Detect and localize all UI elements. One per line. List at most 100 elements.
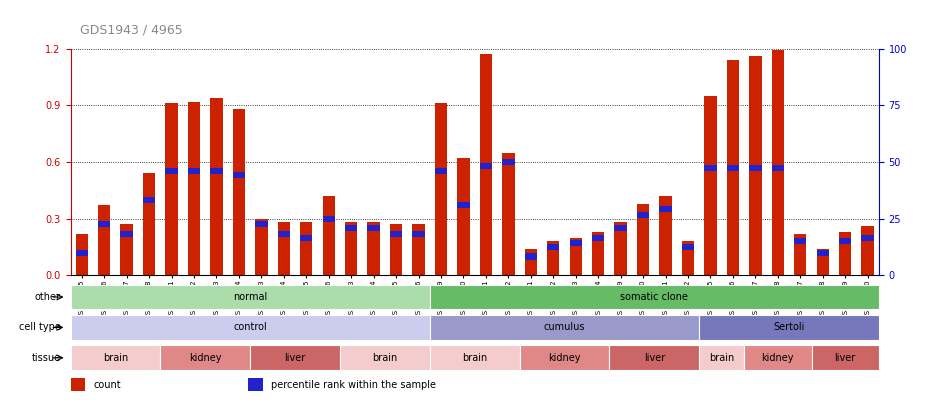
Bar (592, 234, 604, 241)
Text: count: count (93, 379, 120, 390)
Bar (368, 222, 380, 275)
Text: percentile rank within the sample: percentile rank within the sample (271, 379, 436, 390)
FancyBboxPatch shape (609, 345, 699, 370)
Bar (502, 153, 514, 275)
Text: control: control (233, 322, 267, 333)
Bar (839, 239, 852, 244)
Bar (861, 226, 874, 275)
Bar (749, 165, 761, 171)
Text: brain: brain (462, 353, 487, 363)
Bar (277, 222, 290, 275)
Bar (727, 165, 739, 171)
Text: Sertoli: Sertoli (774, 322, 805, 333)
Bar (637, 212, 650, 218)
Text: liver: liver (644, 353, 665, 363)
Bar (457, 202, 470, 209)
Bar (547, 244, 559, 250)
Bar (413, 224, 425, 275)
Bar (143, 173, 155, 275)
Bar (479, 54, 493, 275)
Bar (233, 109, 245, 275)
Bar (570, 238, 582, 275)
Text: brain: brain (709, 353, 734, 363)
Bar (143, 197, 155, 203)
Bar (794, 234, 807, 275)
FancyBboxPatch shape (70, 315, 430, 340)
FancyBboxPatch shape (340, 345, 430, 370)
Bar (368, 225, 380, 231)
Text: other: other (35, 292, 61, 302)
Bar (435, 103, 447, 275)
FancyBboxPatch shape (430, 285, 879, 309)
Bar (248, 378, 263, 391)
FancyBboxPatch shape (70, 345, 161, 370)
Bar (772, 165, 784, 171)
Text: brain: brain (102, 353, 128, 363)
Bar (615, 222, 627, 275)
Bar (255, 222, 268, 227)
Bar (390, 231, 402, 237)
Bar (98, 205, 110, 275)
Bar (659, 196, 672, 275)
Text: kidney: kidney (761, 353, 794, 363)
Bar (390, 224, 402, 275)
Bar (727, 60, 739, 275)
Text: somatic clone: somatic clone (620, 292, 688, 302)
Bar (188, 168, 200, 175)
Bar (772, 51, 784, 275)
Bar (547, 241, 559, 275)
Bar (300, 234, 312, 241)
Bar (682, 244, 695, 250)
FancyBboxPatch shape (250, 345, 340, 370)
Bar (457, 158, 470, 275)
Bar (255, 219, 268, 275)
Bar (345, 222, 357, 275)
Bar (211, 168, 223, 175)
Bar (570, 240, 582, 246)
Bar (345, 225, 357, 231)
Bar (165, 168, 178, 175)
Bar (277, 231, 290, 237)
Bar (70, 378, 85, 391)
Bar (98, 222, 110, 227)
Bar (637, 204, 650, 275)
Bar (817, 249, 829, 275)
FancyBboxPatch shape (744, 345, 811, 370)
Bar (413, 231, 425, 237)
Bar (188, 102, 200, 275)
Bar (300, 222, 312, 275)
Text: liver: liver (285, 353, 306, 363)
Bar (322, 216, 335, 222)
FancyBboxPatch shape (699, 345, 744, 370)
Text: cumulus: cumulus (543, 322, 586, 333)
Bar (861, 234, 874, 241)
Text: kidney: kidney (189, 353, 222, 363)
Bar (165, 103, 178, 275)
Bar (233, 172, 245, 178)
Text: cell type: cell type (19, 322, 61, 333)
Text: tissue: tissue (32, 353, 61, 363)
Bar (435, 168, 447, 175)
FancyBboxPatch shape (430, 315, 699, 340)
Bar (704, 165, 716, 171)
FancyBboxPatch shape (161, 345, 250, 370)
Bar (120, 224, 133, 275)
Bar (75, 234, 88, 275)
Bar (704, 96, 716, 275)
Bar (502, 159, 514, 165)
Bar (525, 249, 537, 275)
Bar (817, 250, 829, 256)
Text: GDS1943 / 4965: GDS1943 / 4965 (80, 23, 182, 36)
Bar (682, 241, 695, 275)
Text: kidney: kidney (548, 353, 581, 363)
Text: liver: liver (835, 353, 855, 363)
Bar (659, 206, 672, 212)
Bar (794, 239, 807, 244)
FancyBboxPatch shape (699, 315, 879, 340)
Bar (749, 56, 761, 275)
Text: brain: brain (372, 353, 398, 363)
FancyBboxPatch shape (520, 345, 609, 370)
FancyBboxPatch shape (70, 285, 430, 309)
Bar (120, 231, 133, 237)
Bar (75, 250, 88, 256)
